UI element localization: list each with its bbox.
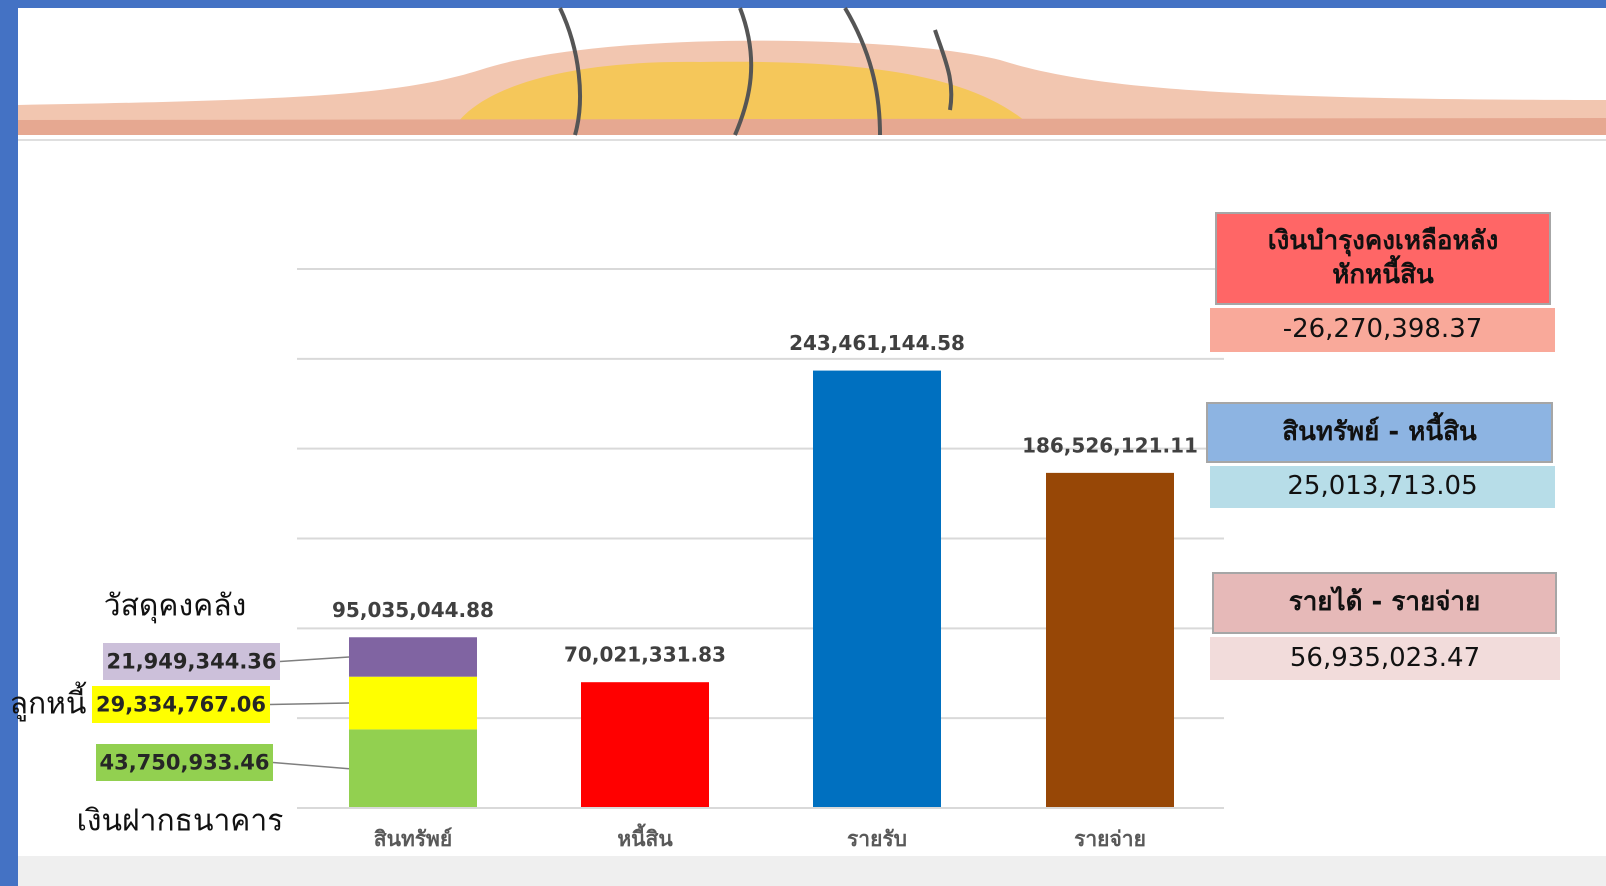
bar [581,682,709,808]
leader-line [269,702,350,706]
value-label: 95,035,044.88 [332,598,494,622]
bar [1046,472,1174,808]
top-border [0,0,1606,8]
value-label: 70,021,331.83 [564,643,726,667]
segment-label: 43,750,933.46 [99,751,269,775]
summary-title: รายได้ - รายจ่าย [1212,572,1557,634]
summary-title: สินทรัพย์ - หนี้สิน [1206,402,1553,463]
series-name: เงินฝากธนาคาร [77,804,284,839]
bar-segment [349,637,477,677]
value-label: 186,526,121.11 [1022,433,1198,457]
x-tick-label: รายจ่าย [1074,827,1146,851]
x-tick-label: สินทรัพย์ [374,827,453,851]
series-name: ลูกหนี้ [10,682,87,722]
summary-value: 56,935,023.47 [1210,637,1560,680]
summary-value: 25,013,713.05 [1210,466,1555,508]
header-illustration [18,6,1606,141]
x-tick-label: รายรับ [847,827,907,851]
summary-title: เงินบำรุงคงเหลือหลัง หักหนี้สิน [1215,212,1551,305]
segment-label-box [103,643,280,680]
footer-strip [18,856,1606,886]
summary-title-line: สินทรัพย์ - หนี้สิน [1282,416,1477,447]
left-border [0,0,18,886]
value-label: 243,461,144.58 [789,331,965,355]
segment-label-box [92,686,270,723]
summary-value: -26,270,398.37 [1210,308,1555,352]
segment-label-box [96,744,273,781]
summary-title-line: รายได้ - รายจ่าย [1288,587,1481,618]
segment-label: 21,949,344.36 [106,650,276,674]
series-name: วัสดุคงคลัง [104,589,246,625]
summary-title-line: หักหนี้สิน [1332,259,1434,290]
bar-segment [349,729,477,808]
bar [813,370,941,808]
summary-title-line: เงินบำรุงคงเหลือหลัง [1267,225,1499,256]
leader-line [272,761,350,770]
segment-label: 29,334,767.06 [96,693,266,717]
leader-line [279,656,350,663]
x-tick-label: หนี้สิน [617,823,673,851]
bar-segment [349,676,477,730]
